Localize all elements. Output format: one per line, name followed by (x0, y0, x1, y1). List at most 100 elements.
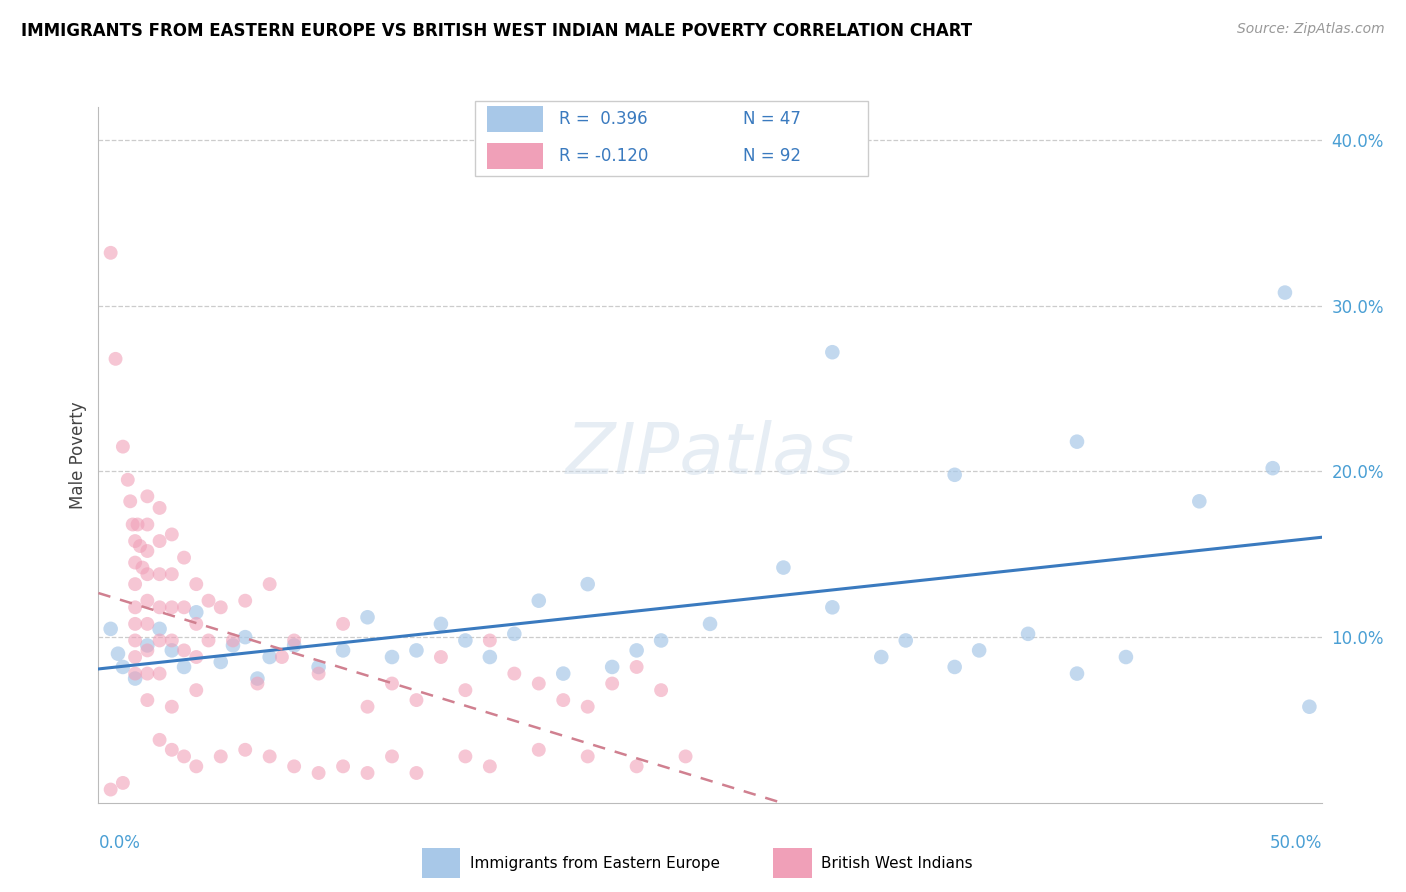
Point (308, 666, 330, 681)
Point (124, 633, 146, 648)
Point (186, 759, 208, 773)
Point (600, 676, 623, 690)
Point (356, 699, 378, 714)
Point (772, 560, 794, 574)
Point (626, 759, 648, 773)
Point (430, 616, 453, 631)
Point (967, 643, 990, 657)
Point (209, 655, 232, 669)
Point (160, 643, 183, 657)
Point (160, 699, 183, 714)
Text: 50.0%: 50.0% (1270, 834, 1322, 852)
Point (111, 660, 134, 674)
Point (283, 639, 305, 653)
Point (136, 616, 159, 631)
Point (1298, 699, 1320, 714)
Point (381, 749, 404, 764)
Point (283, 633, 305, 648)
Point (160, 600, 183, 615)
Point (553, 693, 575, 707)
Point (136, 517, 159, 532)
Point (405, 766, 427, 780)
Point (527, 676, 550, 690)
Point (1066, 434, 1088, 449)
Point (124, 650, 146, 665)
Point (186, 577, 208, 591)
Point (332, 643, 354, 657)
Point (332, 616, 354, 631)
Point (173, 600, 195, 615)
Point (222, 639, 245, 653)
Point (209, 600, 232, 615)
Point (233, 743, 256, 757)
Point (120, 494, 142, 508)
Point (405, 693, 427, 707)
Text: N = 47: N = 47 (744, 110, 801, 128)
Point (136, 643, 159, 657)
Point (111, 776, 134, 790)
Point (553, 666, 575, 681)
Point (332, 759, 354, 773)
Point (117, 473, 139, 487)
Point (1188, 494, 1211, 508)
Point (1115, 650, 1137, 665)
Point (124, 577, 146, 591)
Point (160, 743, 183, 757)
Point (527, 743, 550, 757)
Point (104, 351, 127, 366)
Point (121, 517, 143, 532)
Point (160, 527, 183, 541)
Point (821, 600, 844, 615)
Point (1261, 461, 1284, 475)
Point (650, 633, 672, 648)
Point (943, 660, 966, 674)
Point (136, 666, 159, 681)
Point (870, 650, 893, 665)
Point (160, 567, 183, 582)
Point (136, 489, 159, 503)
Point (356, 610, 378, 624)
Point (197, 593, 219, 607)
FancyBboxPatch shape (422, 848, 461, 878)
Text: ZIPatlas: ZIPatlas (565, 420, 855, 490)
Point (160, 633, 183, 648)
Point (124, 534, 146, 549)
Point (173, 643, 195, 657)
Point (576, 577, 599, 591)
Point (675, 749, 697, 764)
FancyBboxPatch shape (475, 101, 868, 176)
Point (197, 633, 219, 648)
Point (149, 600, 172, 615)
Text: Immigrants from Eastern Europe: Immigrants from Eastern Europe (470, 855, 720, 871)
Point (600, 660, 623, 674)
Point (149, 500, 172, 515)
Point (478, 650, 501, 665)
Point (124, 600, 146, 615)
FancyBboxPatch shape (773, 848, 813, 878)
Point (136, 544, 159, 558)
Point (430, 650, 453, 665)
Point (626, 660, 648, 674)
Point (233, 593, 256, 607)
Point (149, 567, 172, 582)
Point (943, 467, 966, 482)
Point (356, 766, 378, 780)
Point (173, 550, 195, 565)
Point (626, 643, 648, 657)
Point (186, 650, 208, 665)
Point (186, 616, 208, 631)
Point (173, 660, 195, 674)
Point (259, 650, 281, 665)
Point (283, 759, 305, 773)
Point (1274, 285, 1296, 300)
Point (503, 666, 526, 681)
Point (308, 660, 330, 674)
Y-axis label: Male Poverty: Male Poverty (69, 401, 87, 508)
Point (136, 593, 159, 607)
Point (149, 534, 172, 549)
Point (222, 633, 245, 648)
Point (478, 633, 501, 648)
Point (478, 759, 501, 773)
Point (699, 616, 721, 631)
Point (576, 699, 599, 714)
